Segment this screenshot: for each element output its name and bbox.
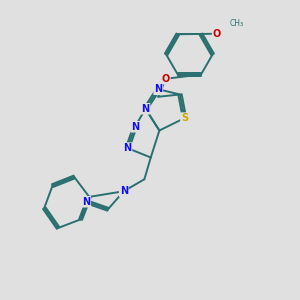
Text: N: N <box>141 104 150 114</box>
Text: CH₃: CH₃ <box>230 19 244 28</box>
Text: N: N <box>154 84 162 94</box>
Text: N: N <box>131 122 139 132</box>
Text: S: S <box>181 113 188 123</box>
Text: O: O <box>213 29 221 39</box>
Text: N: N <box>82 197 90 207</box>
Text: N: N <box>120 186 128 196</box>
Text: O: O <box>162 74 170 84</box>
Text: N: N <box>123 143 132 153</box>
